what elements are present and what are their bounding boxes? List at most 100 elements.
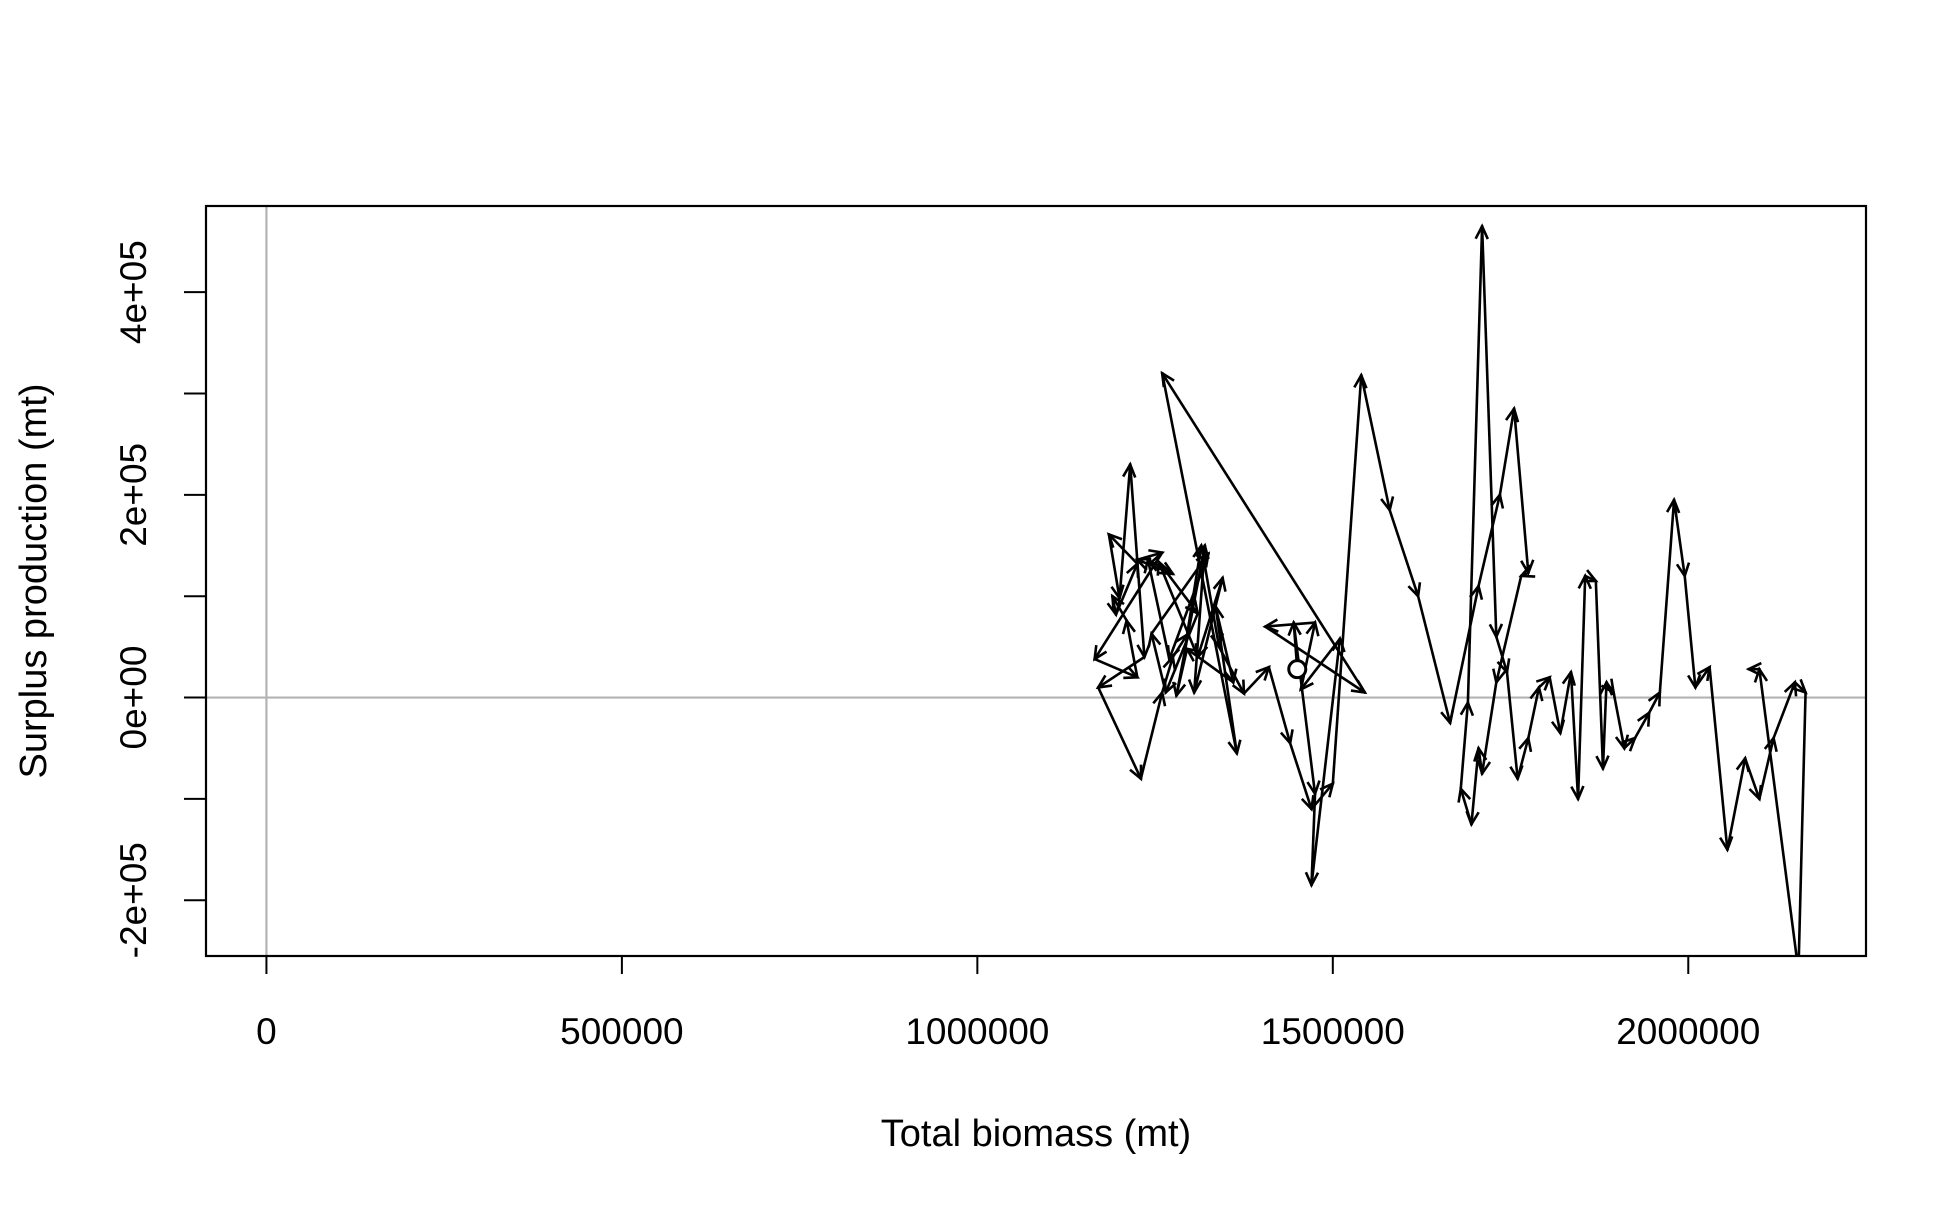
data-point xyxy=(1242,692,1246,695)
data-point xyxy=(1583,574,1587,578)
arrow-shaft xyxy=(1505,672,1519,779)
arrow-shaft xyxy=(1310,782,1334,810)
data-point xyxy=(1605,680,1608,684)
arrow-shaft xyxy=(1292,622,1317,794)
data-point xyxy=(1672,498,1676,502)
data-point xyxy=(1175,694,1178,697)
arrow-segment xyxy=(1797,692,1807,956)
arrow-shaft xyxy=(1310,638,1342,886)
data-point xyxy=(1526,736,1530,740)
data-point xyxy=(1310,807,1313,811)
data-point xyxy=(1498,493,1502,497)
arrow-shaft xyxy=(1114,563,1139,615)
data-point xyxy=(1757,797,1761,801)
data-point xyxy=(1196,655,1200,659)
arrow-shaft xyxy=(1498,408,1516,496)
arrow-shaft xyxy=(1569,672,1580,799)
data-point xyxy=(1160,691,1164,694)
reference-lines xyxy=(206,206,1866,956)
data-point xyxy=(1164,691,1168,694)
data-point xyxy=(1519,574,1523,578)
arrow-shaft xyxy=(1139,692,1164,779)
data-point xyxy=(1480,772,1484,775)
arrow-shaft xyxy=(1548,677,1562,734)
data-point xyxy=(1388,508,1392,512)
arrow-shaft xyxy=(1559,671,1573,734)
data-point xyxy=(1793,680,1797,684)
data-point xyxy=(1118,596,1121,600)
data-point xyxy=(1331,782,1335,786)
arrow-shaft xyxy=(1448,585,1480,724)
arrow-shaft xyxy=(1136,551,1163,561)
data-point xyxy=(1146,558,1150,562)
data-point xyxy=(1658,691,1662,694)
x-tick-label: 500000 xyxy=(560,1011,683,1052)
data-point xyxy=(1470,822,1473,826)
arrow-shaft xyxy=(1118,464,1132,599)
data-point xyxy=(1171,572,1175,576)
arrow-shaft xyxy=(1459,788,1473,825)
data-point xyxy=(1363,691,1367,694)
arrow-shaft xyxy=(1107,534,1121,599)
data-point xyxy=(1512,407,1516,411)
data-point xyxy=(1526,571,1530,575)
data-point xyxy=(1683,574,1687,578)
arrow-shaft xyxy=(1157,561,1199,658)
arrow-shaft xyxy=(1758,669,1798,956)
data-point xyxy=(1185,647,1189,651)
arrow-shaft xyxy=(1200,545,1221,648)
arrow-shaft xyxy=(1264,625,1366,694)
data-point xyxy=(1693,686,1697,689)
arrow-shaft xyxy=(1097,686,1143,780)
data-point xyxy=(1263,625,1267,629)
arrow-shaft xyxy=(1416,595,1452,724)
x-axis-label: Total biomass (mt) xyxy=(881,1113,1191,1155)
data-point xyxy=(1359,373,1363,377)
start-point-marker xyxy=(1287,659,1308,680)
data-point xyxy=(1231,680,1235,684)
data-point xyxy=(1708,665,1711,669)
arrow-shaft xyxy=(1480,226,1498,637)
data-point xyxy=(1235,751,1239,755)
data-point xyxy=(1185,633,1189,637)
data-point xyxy=(1299,688,1303,691)
arrow-shaft xyxy=(1359,374,1391,511)
data-point xyxy=(1647,711,1651,715)
data-point xyxy=(1612,691,1616,694)
data-point xyxy=(1143,655,1146,659)
arrow-shaft xyxy=(1196,577,1224,658)
data-point xyxy=(1310,883,1313,887)
data-point xyxy=(1757,667,1761,671)
arrow-shaft xyxy=(1683,575,1697,688)
arrow-shaft xyxy=(1758,737,1775,800)
arrow-shaft xyxy=(1527,687,1541,739)
data-point xyxy=(1288,741,1292,745)
arrow-shaft xyxy=(1242,666,1270,695)
arrow-shaft xyxy=(1743,757,1761,800)
data-point xyxy=(1150,632,1153,636)
arrow-shaft xyxy=(1648,691,1661,714)
arrow-shaft xyxy=(1477,494,1502,587)
data-point xyxy=(1196,612,1200,615)
data-point xyxy=(1466,701,1470,705)
data-point xyxy=(1096,686,1100,689)
x-tick-label: 2000000 xyxy=(1616,1011,1760,1052)
y-tick-label: 4e+05 xyxy=(113,240,154,344)
data-point xyxy=(1537,686,1541,689)
arrow-shaft xyxy=(1633,712,1651,739)
arrow-shaft xyxy=(1267,666,1292,744)
data-point xyxy=(1416,594,1420,598)
data-point xyxy=(1114,613,1118,616)
arrow-shaft xyxy=(1125,620,1139,678)
data-point xyxy=(1601,767,1605,770)
arrow-shaft xyxy=(1217,646,1246,695)
arrow-shaft xyxy=(1186,647,1235,684)
arrow-shaft xyxy=(1594,580,1605,769)
arrow-shaft xyxy=(1331,375,1363,784)
arrow-shaft xyxy=(1726,758,1747,850)
data-point xyxy=(1217,645,1221,649)
data-point xyxy=(1576,797,1580,801)
data-point xyxy=(1167,657,1171,661)
arrow-shaft xyxy=(1612,692,1626,749)
